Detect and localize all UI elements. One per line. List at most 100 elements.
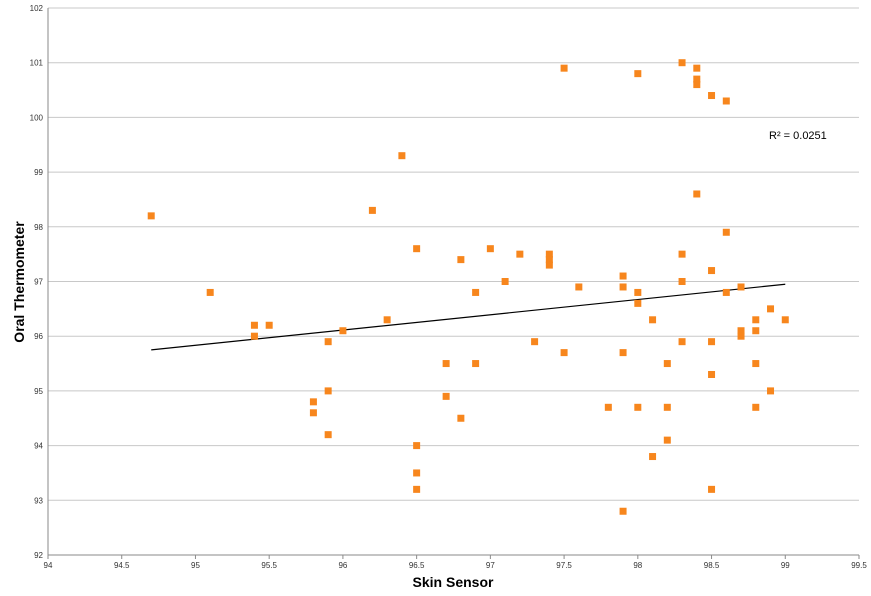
data-point [383, 316, 391, 324]
data-point [250, 321, 258, 329]
data-point [472, 288, 480, 296]
y-axis-title: Oral Thermometer [11, 221, 27, 343]
x-tick-label: 95 [191, 561, 200, 570]
data-point [324, 338, 332, 346]
data-point [663, 436, 671, 444]
data-point [619, 272, 627, 280]
data-point [693, 64, 701, 72]
data-point [767, 305, 775, 313]
x-tick-labels: 94 94.5 95 95.5 96 96.5 97 97.5 98 98.5 99 99.5 [44, 555, 867, 570]
data-points [147, 59, 789, 515]
y-tick-label: 101 [30, 59, 44, 68]
data-point [693, 190, 701, 198]
data-point [619, 507, 627, 515]
y-tick-label: 95 [34, 387, 43, 396]
data-point [413, 485, 421, 493]
data-point [457, 414, 465, 422]
grid-lines [48, 7, 859, 501]
y-tick-label: 93 [34, 496, 43, 505]
data-point [737, 327, 745, 335]
y-tick-label: 97 [34, 278, 43, 287]
data-point [693, 81, 701, 89]
data-point [560, 64, 568, 72]
data-point [752, 360, 760, 368]
data-point [442, 360, 450, 368]
data-point [309, 398, 317, 406]
data-point [545, 261, 553, 269]
axes [47, 8, 859, 556]
data-point [634, 288, 642, 296]
data-point [501, 278, 509, 285]
data-point [339, 327, 347, 335]
data-point [324, 431, 332, 439]
data-point [413, 469, 421, 477]
x-tick-label: 95.5 [261, 561, 277, 570]
data-point [309, 409, 317, 417]
data-point [516, 250, 524, 258]
y-tick-label: 96 [34, 332, 43, 341]
x-tick-label: 97 [486, 561, 495, 570]
y-tick-label: 102 [30, 4, 44, 13]
x-axis-title: Skin Sensor [413, 574, 494, 590]
data-point [324, 387, 332, 395]
trendline-group [151, 283, 786, 351]
data-point [722, 97, 730, 105]
x-tick-label: 99 [781, 561, 790, 570]
data-point [737, 332, 745, 340]
data-point [663, 360, 671, 368]
data-point [708, 267, 716, 275]
data-point [368, 206, 376, 214]
data-point [649, 453, 657, 461]
data-point [708, 485, 716, 493]
data-point [678, 338, 686, 346]
x-tick-label: 98.5 [704, 561, 720, 570]
data-point [560, 349, 568, 357]
data-point [737, 283, 745, 291]
y-tick-label: 92 [34, 551, 43, 560]
y-tick-label: 94 [34, 442, 43, 451]
data-point [678, 250, 686, 258]
data-point [708, 338, 716, 346]
data-point [206, 288, 214, 296]
x-tick-label: 94.5 [114, 561, 130, 570]
data-point [767, 387, 775, 395]
data-point [147, 212, 155, 220]
data-point [722, 288, 730, 296]
x-tick-label: 99.5 [851, 561, 867, 570]
data-point [472, 360, 480, 368]
x-tick-label: 97.5 [556, 561, 572, 570]
data-point [265, 321, 273, 329]
y-tick-labels: 92 93 94 95 96 97 98 99 100 101 102 [30, 4, 44, 560]
data-point [398, 152, 406, 160]
data-point [752, 327, 760, 335]
data-point [708, 370, 716, 378]
data-point [545, 250, 553, 258]
data-point [649, 316, 657, 324]
data-point [722, 228, 730, 236]
data-point [634, 403, 642, 411]
data-point [413, 245, 421, 253]
x-tick-label: 98 [633, 561, 642, 570]
data-point [457, 256, 465, 264]
trendline [151, 283, 786, 351]
data-point [531, 338, 539, 346]
data-point [442, 392, 450, 400]
data-point [708, 92, 716, 100]
x-tick-label: 96 [338, 561, 347, 570]
data-point [545, 256, 553, 264]
data-point [634, 70, 642, 78]
data-point [678, 59, 686, 67]
y-tick-label: 99 [34, 168, 43, 177]
x-tick-label: 94 [44, 561, 53, 570]
data-point [250, 332, 258, 340]
data-point [752, 316, 760, 324]
data-point [663, 403, 671, 411]
data-point [752, 403, 760, 411]
data-point [619, 283, 627, 291]
data-point [634, 299, 642, 307]
x-tick-label: 96.5 [409, 561, 425, 570]
data-point [575, 283, 583, 291]
y-tick-label: 100 [30, 113, 44, 122]
data-point [781, 316, 789, 324]
